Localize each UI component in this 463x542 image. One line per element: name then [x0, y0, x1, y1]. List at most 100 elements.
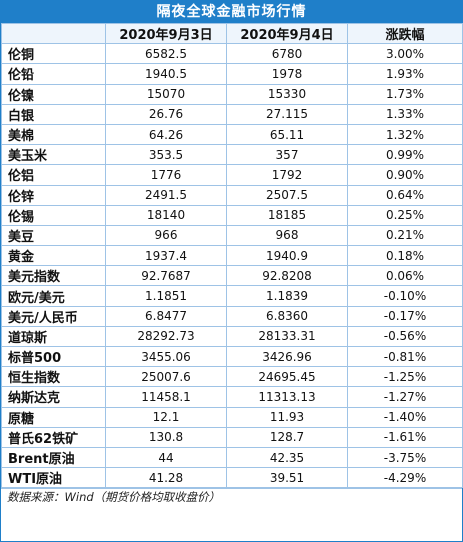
- curr-value-cell: 1940.9: [226, 245, 348, 267]
- change-cell: 0.06%: [347, 265, 463, 287]
- table-row: 恒生指数 25007.6 24695.45 -1.25%: [1, 366, 463, 388]
- prev-value-cell: 2491.5: [105, 184, 227, 206]
- prev-value-cell: 25007.6: [105, 366, 227, 388]
- change-cell: 0.25%: [347, 204, 463, 226]
- prev-value-cell: 64.26: [105, 123, 227, 146]
- prev-value-cell: 1776: [105, 164, 227, 186]
- change-cell: 0.99%: [347, 144, 463, 166]
- header-row: 2020年9月3日 2020年9月4日 涨跌幅: [1, 22, 463, 45]
- table-row: Brent原油 44 42.35 -3.75%: [1, 446, 463, 469]
- prev-value-cell: 92.7687: [105, 265, 227, 287]
- change-cell: 0.18%: [347, 245, 463, 267]
- curr-value-cell: 24695.45: [226, 366, 348, 388]
- prev-value-cell: 353.5: [105, 144, 227, 166]
- data-source-note: 数据来源：Wind（期货价格均取收盘价）: [1, 488, 462, 506]
- change-cell: -3.75%: [347, 446, 463, 469]
- row-name-cell: 纳斯达克: [1, 386, 106, 408]
- curr-value-cell: 1.1839: [226, 285, 348, 307]
- row-name-cell: 黄金: [1, 245, 106, 267]
- change-cell: 3.00%: [347, 43, 463, 65]
- row-name-cell: 原糖: [1, 406, 106, 428]
- curr-value-cell: 28133.31: [226, 325, 348, 348]
- table-row: 美元指数 92.7687 92.8208 0.06%: [1, 265, 463, 287]
- prev-value-cell: 3455.06: [105, 345, 227, 368]
- curr-value-cell: 6780: [226, 43, 348, 65]
- prev-value-cell: 28292.73: [105, 325, 227, 348]
- curr-value-cell: 1792: [226, 164, 348, 186]
- row-name-cell: 伦铜: [1, 43, 106, 65]
- change-cell: -0.17%: [347, 305, 463, 327]
- header-date-prev: 2020年9月3日: [105, 22, 227, 45]
- table-row: 伦锡 18140 18185 0.25%: [1, 204, 463, 226]
- change-cell: -1.61%: [347, 426, 463, 448]
- row-name-cell: Brent原油: [1, 446, 106, 469]
- row-name-cell: 恒生指数: [1, 366, 106, 388]
- prev-value-cell: 1940.5: [105, 63, 227, 85]
- table-title: 隔夜全球金融市场行情: [1, 1, 462, 23]
- table-row: WTI原油 41.28 39.51 -4.29%: [1, 467, 463, 489]
- table-row: 道琼斯 28292.73 28133.31 -0.56%: [1, 325, 463, 348]
- row-name-cell: 道琼斯: [1, 325, 106, 348]
- market-table: 2020年9月3日 2020年9月4日 涨跌幅 伦铜 6582.5 6780 3.00…: [1, 22, 463, 489]
- table-row: 黄金 1937.4 1940.9 0.18%: [1, 245, 463, 267]
- prev-value-cell: 966: [105, 224, 227, 247]
- prev-value-cell: 15070: [105, 83, 227, 105]
- prev-value-cell: 1937.4: [105, 245, 227, 267]
- table-row: 普氏62铁矿 130.8 128.7 -1.61%: [1, 426, 463, 448]
- curr-value-cell: 357: [226, 144, 348, 166]
- curr-value-cell: 39.51: [226, 467, 348, 489]
- row-name-cell: 欧元/美元: [1, 285, 106, 307]
- table-row: 原糖 12.1 11.93 -1.40%: [1, 406, 463, 428]
- change-cell: 0.64%: [347, 184, 463, 206]
- curr-value-cell: 27.115: [226, 103, 348, 125]
- header-name: [1, 22, 106, 45]
- curr-value-cell: 11313.13: [226, 386, 348, 408]
- curr-value-cell: 11.93: [226, 406, 348, 428]
- curr-value-cell: 42.35: [226, 446, 348, 469]
- change-cell: 1.93%: [347, 63, 463, 85]
- table-row: 伦铜 6582.5 6780 3.00%: [1, 43, 463, 65]
- header-date-curr: 2020年9月4日: [226, 22, 348, 45]
- row-name-cell: 伦铝: [1, 164, 106, 186]
- table-row: 美元/人民币 6.8477 6.8360 -0.17%: [1, 305, 463, 327]
- change-cell: 0.90%: [347, 164, 463, 186]
- curr-value-cell: 3426.96: [226, 345, 348, 368]
- prev-value-cell: 130.8: [105, 426, 227, 448]
- table-row: 纳斯达克 11458.1 11313.13 -1.27%: [1, 386, 463, 408]
- row-name-cell: 普氏62铁矿: [1, 426, 106, 448]
- prev-value-cell: 6582.5: [105, 43, 227, 65]
- change-cell: -4.29%: [347, 467, 463, 489]
- prev-value-cell: 11458.1: [105, 386, 227, 408]
- prev-value-cell: 41.28: [105, 467, 227, 489]
- table-row: 白银 26.76 27.115 1.33%: [1, 103, 463, 125]
- curr-value-cell: 18185: [226, 204, 348, 226]
- change-cell: -0.81%: [347, 345, 463, 368]
- curr-value-cell: 65.11: [226, 123, 348, 146]
- row-name-cell: 伦锌: [1, 184, 106, 206]
- change-cell: -1.40%: [347, 406, 463, 428]
- curr-value-cell: 2507.5: [226, 184, 348, 206]
- row-name-cell: 美棉: [1, 123, 106, 146]
- curr-value-cell: 968: [226, 224, 348, 247]
- change-cell: -1.27%: [347, 386, 463, 408]
- table-row: 标普500 3455.06 3426.96 -0.81%: [1, 345, 463, 368]
- prev-value-cell: 26.76: [105, 103, 227, 125]
- table-row: 美棉 64.26 65.11 1.32%: [1, 123, 463, 146]
- table-row: 伦锌 2491.5 2507.5 0.64%: [1, 184, 463, 206]
- change-cell: 1.73%: [347, 83, 463, 105]
- row-name-cell: 美豆: [1, 224, 106, 247]
- row-name-cell: 白银: [1, 103, 106, 125]
- prev-value-cell: 18140: [105, 204, 227, 226]
- row-name-cell: WTI原油: [1, 467, 106, 489]
- row-name-cell: 伦锡: [1, 204, 106, 226]
- change-cell: 1.33%: [347, 103, 463, 125]
- row-name-cell: 伦镍: [1, 83, 106, 105]
- table-row: 美玉米 353.5 357 0.99%: [1, 144, 463, 166]
- table-row: 伦镍 15070 15330 1.73%: [1, 83, 463, 105]
- curr-value-cell: 6.8360: [226, 305, 348, 327]
- prev-value-cell: 1.1851: [105, 285, 227, 307]
- row-name-cell: 伦铅: [1, 63, 106, 85]
- header-change: 涨跌幅: [347, 22, 463, 45]
- curr-value-cell: 128.7: [226, 426, 348, 448]
